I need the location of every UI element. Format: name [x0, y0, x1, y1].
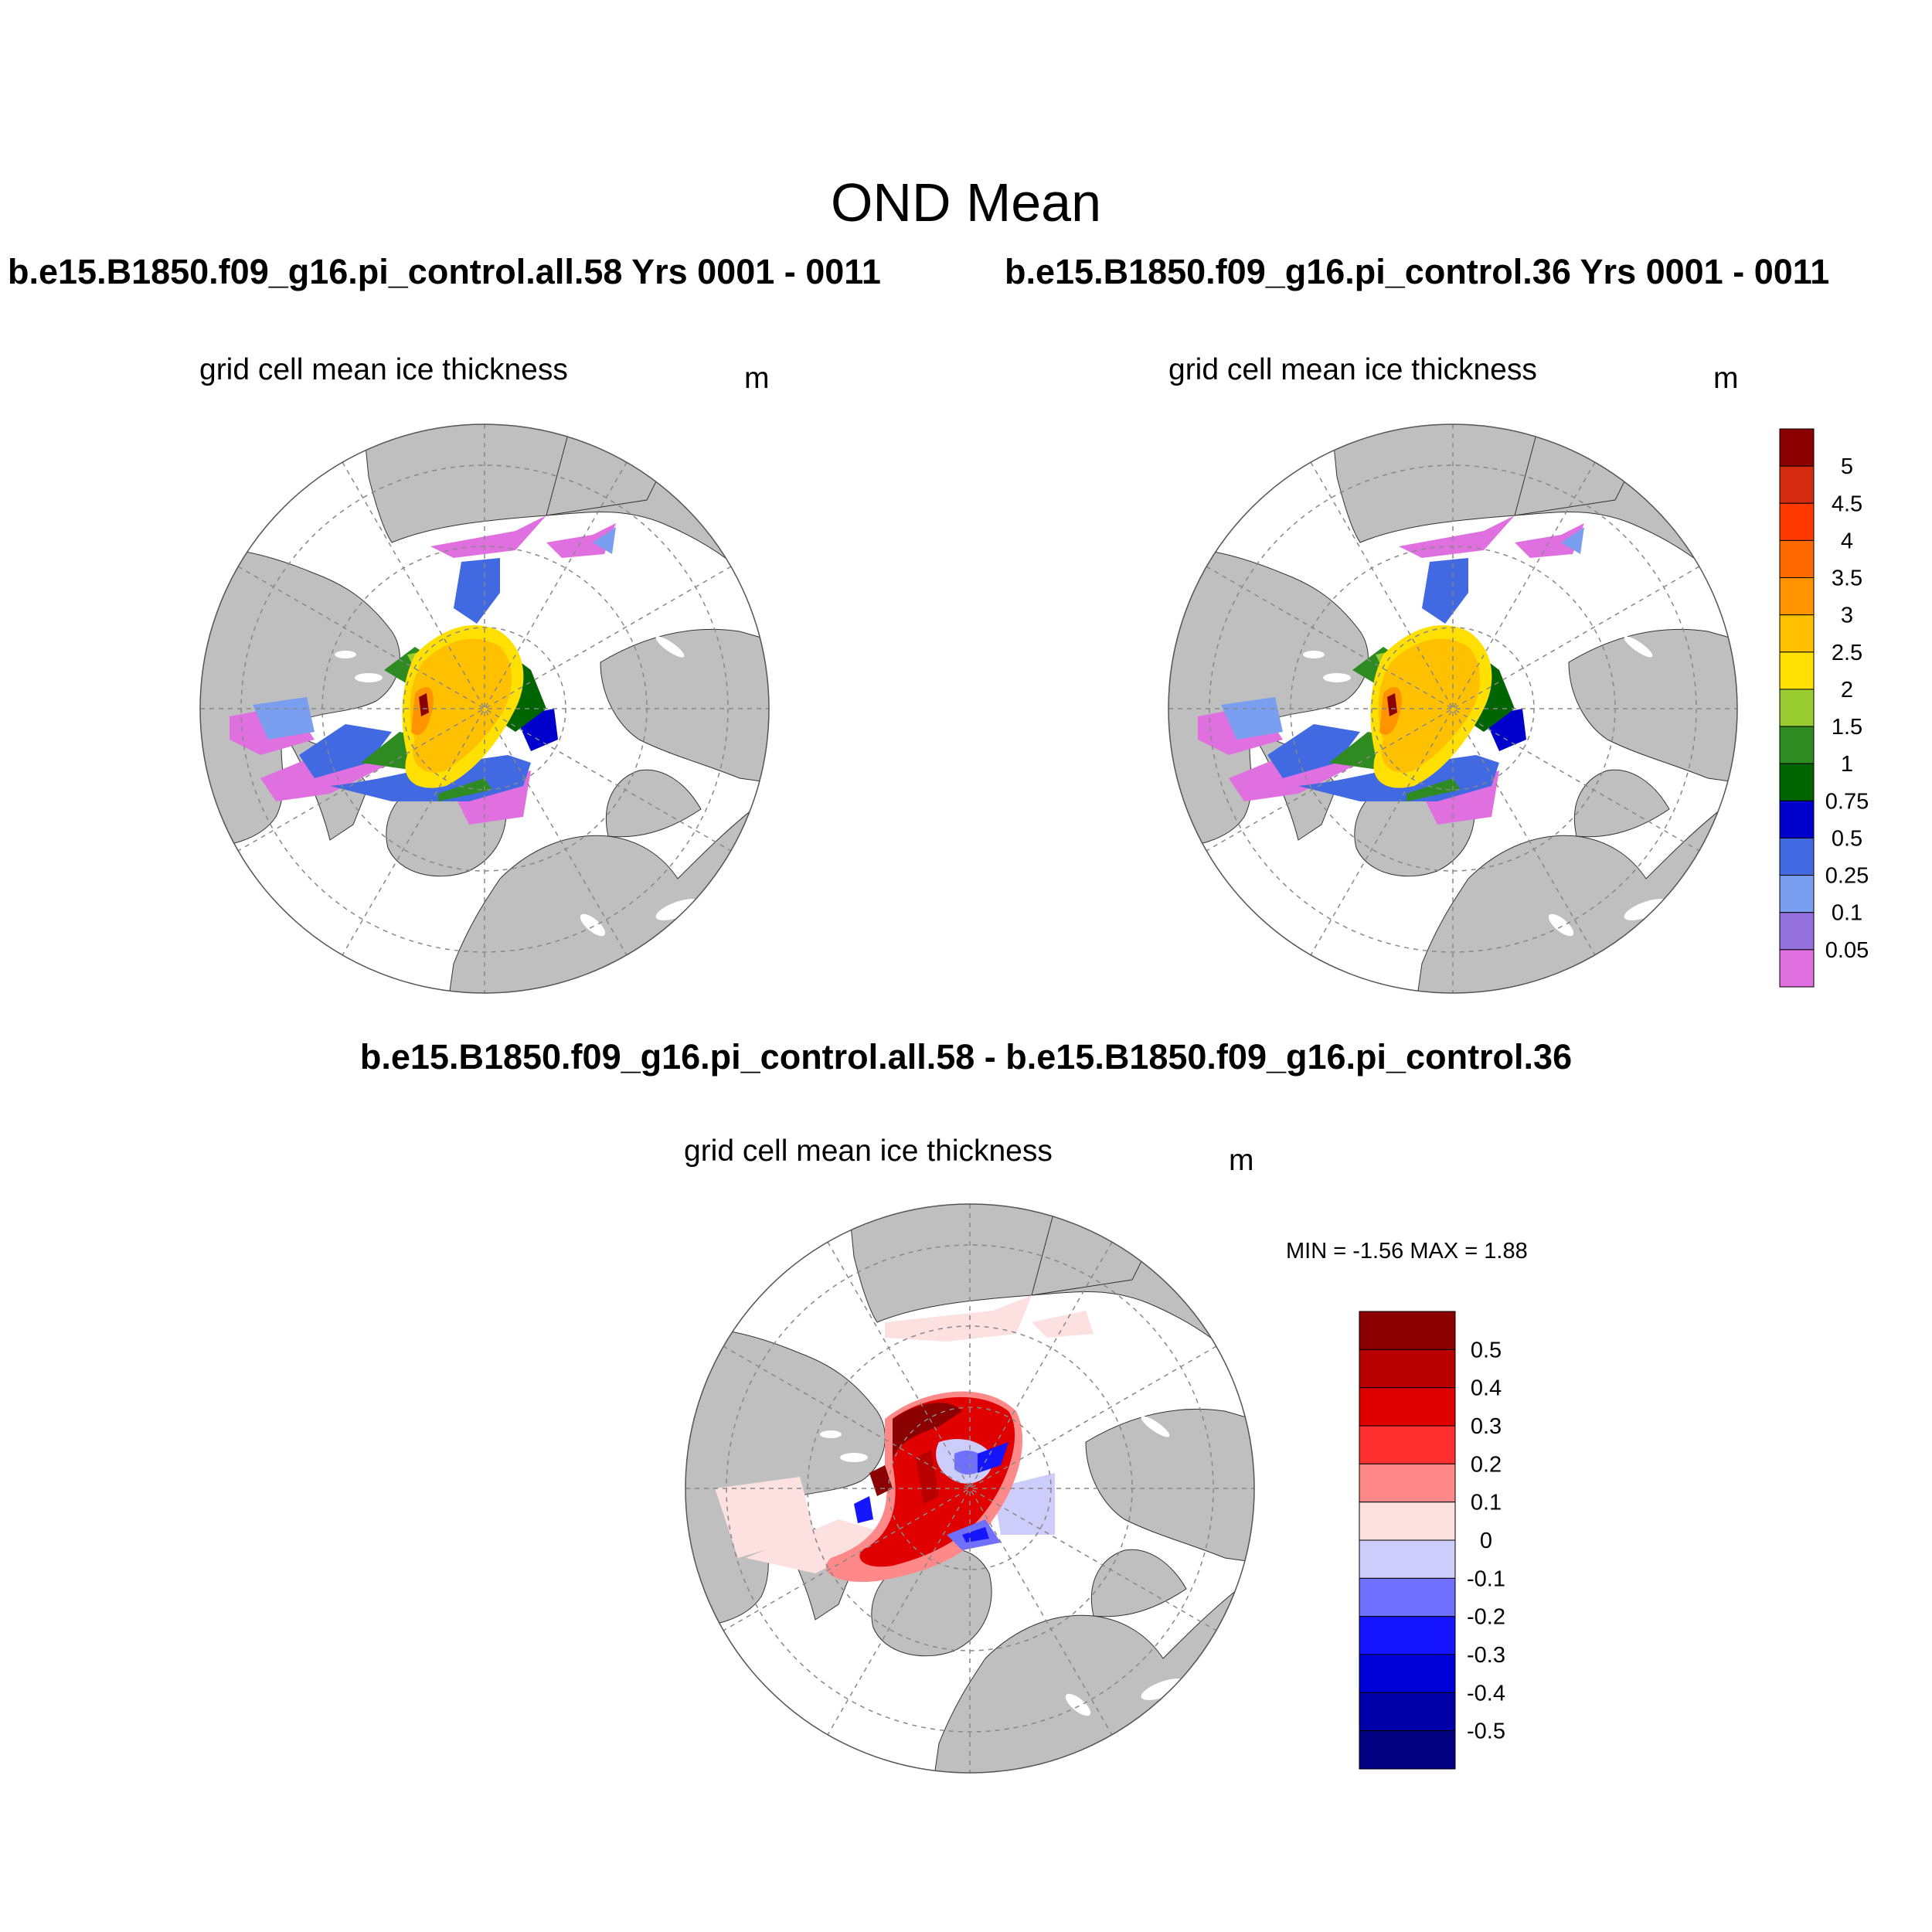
diff-units-label: m	[1229, 1144, 1254, 1177]
difference-tick-label: 0.3	[1471, 1414, 1502, 1439]
difference-swatch	[1359, 1502, 1456, 1541]
thickness-tick-label: 0.05	[1825, 938, 1869, 963]
left-units-label: m	[744, 362, 770, 395]
thickness-swatch	[1779, 949, 1815, 988]
thickness-tick-label: 4	[1841, 529, 1853, 553]
difference-swatch	[1359, 1463, 1456, 1503]
difference-swatch	[1359, 1654, 1456, 1693]
thickness-swatch	[1779, 689, 1815, 727]
thickness-tick-label: 0.1	[1832, 901, 1862, 926]
difference-tick-label: -0.2	[1467, 1605, 1505, 1630]
difference-swatch	[1359, 1616, 1456, 1655]
difference-swatch	[1359, 1311, 1456, 1350]
thickness-tick-label: 1.5	[1832, 715, 1862, 740]
difference-swatch	[1359, 1425, 1456, 1464]
thickness-swatch	[1779, 800, 1815, 838]
thickness-swatch	[1779, 465, 1815, 504]
right-case-title: b.e15.B1850.f09_g16.pi_control.36 Yrs 00…	[1005, 252, 1830, 291]
thickness-tick-label: 5	[1841, 454, 1853, 479]
thickness-tick-label: 3.5	[1832, 566, 1862, 591]
difference-swatch	[1359, 1730, 1456, 1770]
difference-tick-label: -0.5	[1467, 1719, 1505, 1744]
difference-swatch	[1359, 1539, 1456, 1579]
difference-colorbar: 0.5 0.4 0.3 0.2 0.1 0 -0.1 -0.2 -0.3 -0.4 -0.5	[1359, 1311, 1505, 1770]
thickness-swatch	[1779, 726, 1815, 764]
figure-title: OND Mean	[830, 172, 1102, 233]
diff-minmax-label: MIN = -1.56 MAX = 1.88	[1286, 1239, 1528, 1264]
difference-swatch	[1359, 1577, 1456, 1617]
thickness-swatch	[1779, 577, 1815, 616]
thickness-tick-label: 2	[1841, 678, 1853, 702]
difference-swatch	[1359, 1692, 1456, 1732]
left-field-label: grid cell mean ice thickness	[199, 353, 568, 386]
difference-tick-label: 0.1	[1471, 1491, 1502, 1515]
thickness-tick-label: 1	[1841, 752, 1853, 777]
thickness-swatch	[1779, 614, 1815, 653]
difference-tick-label: 0	[1480, 1529, 1492, 1553]
thickness-tick-label: 0.75	[1825, 789, 1869, 814]
diff-map	[685, 1203, 1255, 1774]
difference-tick-label: 0.4	[1471, 1376, 1502, 1401]
thickness-tick-label: 0.5	[1832, 826, 1862, 851]
left-case-title: b.e15.B1850.f09_g16.pi_control.all.58 Yr…	[8, 252, 881, 291]
right-units-label: m	[1713, 362, 1739, 395]
difference-tick-label: 0.5	[1471, 1338, 1502, 1362]
thickness-swatch	[1779, 651, 1815, 690]
difference-tick-label: 0.2	[1471, 1452, 1502, 1477]
thickness-swatch	[1779, 763, 1815, 801]
difference-tick-label: -0.1	[1467, 1566, 1505, 1591]
difference-swatch	[1359, 1387, 1456, 1427]
thickness-tick-label: 4.5	[1832, 492, 1862, 516]
thickness-swatch	[1779, 502, 1815, 541]
thickness-swatch	[1779, 539, 1815, 579]
diff-case-title: b.e15.B1850.f09_g16.pi_control.all.58 - …	[359, 1037, 1573, 1077]
thickness-swatch	[1779, 837, 1815, 876]
thickness-colorbar: 5 4.5 4 3.5 3 2.5 2 1.5 1 0.75 0.5 0.25 0.1 0.05	[1779, 428, 1869, 988]
thickness-tick-label: 0.25	[1825, 864, 1869, 889]
right-map	[1168, 423, 1738, 994]
left-map	[199, 423, 770, 994]
difference-tick-label: -0.4	[1467, 1681, 1505, 1706]
thickness-tick-label: 3	[1841, 604, 1853, 628]
difference-tick-label: -0.3	[1467, 1643, 1505, 1668]
thickness-tick-label: 2.5	[1832, 641, 1862, 665]
thickness-swatch	[1779, 912, 1815, 951]
difference-swatch	[1359, 1349, 1456, 1389]
thickness-swatch	[1779, 875, 1815, 913]
thickness-swatch	[1779, 428, 1815, 467]
diff-field-label: grid cell mean ice thickness	[684, 1134, 1053, 1168]
right-field-label: grid cell mean ice thickness	[1168, 353, 1537, 386]
